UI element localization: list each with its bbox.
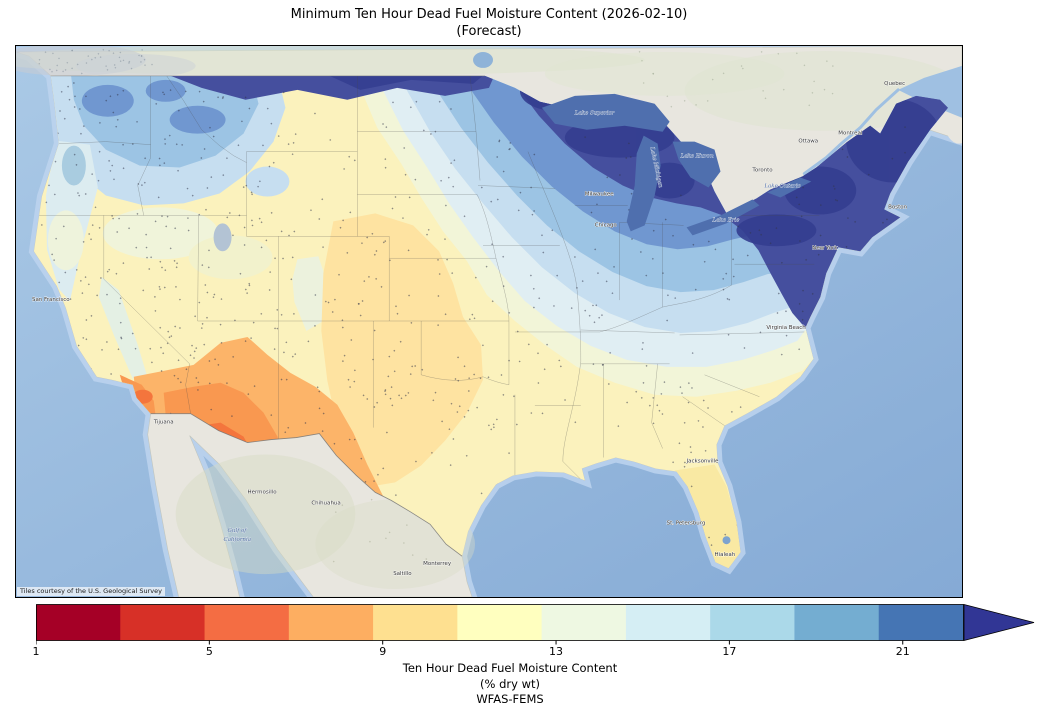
colorbar-segment bbox=[373, 604, 458, 641]
colorbar-segment bbox=[288, 604, 374, 641]
caption-line3: WFAS-FEMS bbox=[476, 692, 544, 706]
city-label: Quebec bbox=[884, 81, 905, 87]
city-label: Ottawa bbox=[798, 139, 818, 145]
great-lakes bbox=[213, 93, 812, 545]
contour-s-idaho-cream bbox=[188, 235, 273, 280]
colorbar-segment bbox=[120, 604, 206, 641]
map-attribution: Tiles courtesy of the U.S. Geological Su… bbox=[17, 587, 165, 596]
title-line1: Minimum Ten Hour Dead Fuel Moisture Cont… bbox=[290, 7, 688, 22]
city-label: St. Petersburg bbox=[667, 520, 706, 526]
colorbar-tick-label: 13 bbox=[549, 645, 564, 658]
colorbar-tick-label: 5 bbox=[205, 645, 213, 658]
great-salt-lake bbox=[213, 223, 232, 252]
st-lawrence-river bbox=[802, 88, 900, 176]
figure-title: Minimum Ten Hour Dead Fuel Moisture Cont… bbox=[15, 6, 963, 40]
title-line2: (Forecast) bbox=[456, 24, 522, 39]
contour-colorado-rockies bbox=[292, 256, 329, 331]
city-label: New York bbox=[812, 245, 838, 251]
colorbar-tick-label: 1 bbox=[32, 645, 40, 658]
colorbar-tick-label: 17 bbox=[722, 645, 737, 658]
city-label: Monterrey bbox=[423, 561, 452, 567]
contour-e-oregon-cream bbox=[102, 207, 219, 260]
lake-erie bbox=[686, 199, 760, 236]
state-borders bbox=[35, 75, 820, 482]
colorbar-segment bbox=[625, 604, 711, 641]
city-label: Boston bbox=[888, 204, 907, 210]
colorbar-segment bbox=[457, 604, 543, 641]
water-label: Lake Huron bbox=[680, 154, 714, 160]
colorbar bbox=[36, 604, 1035, 645]
city-label: Toronto bbox=[751, 168, 773, 174]
colorbar-tick-label: 9 bbox=[379, 645, 387, 658]
lake-ontario bbox=[767, 177, 812, 198]
lake-huron bbox=[672, 141, 721, 188]
city-label: Jacksonville bbox=[686, 458, 720, 464]
colorbar-caption: Ten Hour Dead Fuel Moisture Content (% d… bbox=[36, 661, 984, 708]
colorbar-segment bbox=[710, 604, 796, 641]
city-label: Saltillo bbox=[393, 571, 412, 577]
contour-north-border-navy bbox=[165, 75, 495, 100]
lake-superior bbox=[541, 93, 670, 132]
city-labels: San Francisco Milwaukee Chicago Toronto Otta… bbox=[32, 81, 908, 578]
city-label: Hermosillo bbox=[248, 489, 278, 495]
lake-of-the-woods bbox=[473, 51, 493, 68]
colorbar-segment bbox=[204, 604, 290, 641]
water-label: Gulf of bbox=[228, 528, 248, 534]
colorbar-segment bbox=[878, 604, 964, 641]
contour-coast-blue-spot bbox=[61, 145, 86, 186]
water-label: Lake Erie bbox=[712, 217, 740, 223]
city-label: Chicago bbox=[595, 222, 618, 228]
colorbar-tick-labels: 1 5 9 13 17 21 bbox=[32, 645, 963, 659]
contour-west-blue-spots bbox=[81, 79, 226, 134]
colorbar-segment bbox=[36, 604, 121, 641]
lake-okeechobee bbox=[722, 536, 731, 545]
water-label: Lake Ontario bbox=[763, 183, 801, 189]
lake-michigan bbox=[626, 135, 661, 232]
city-label: Virginia Beach bbox=[766, 325, 805, 331]
neighbor-terrain bbox=[16, 46, 962, 590]
city-label: Tijuana bbox=[153, 420, 174, 426]
city-label: Hialeah bbox=[715, 552, 736, 558]
water-label: Lake Superior bbox=[574, 111, 615, 117]
contour-nw-ca-cream bbox=[47, 210, 84, 271]
canada-water bbox=[473, 51, 962, 176]
water-label: California bbox=[224, 537, 251, 543]
mexico-border-line bbox=[150, 413, 463, 557]
city-label: San Francisco bbox=[32, 297, 70, 303]
city-label: Montreal bbox=[838, 131, 862, 137]
contour-yellowstone-blue bbox=[245, 166, 290, 197]
caption-line2: (% dry wt) bbox=[480, 676, 540, 691]
colorbar-segments bbox=[36, 604, 964, 641]
caption-line1: Ten Hour Dead Fuel Moisture Content bbox=[402, 661, 618, 675]
colorbar-tick-label: 21 bbox=[895, 645, 910, 658]
contour-plains-pale-orange bbox=[321, 213, 484, 487]
colorbar-extend-arrow bbox=[963, 604, 1035, 642]
contour-sierra-strip bbox=[98, 277, 147, 379]
contour-north-border-darkest bbox=[325, 75, 486, 90]
city-label: Chihuahua bbox=[311, 500, 340, 506]
colorbar-tickmarks bbox=[36, 640, 904, 645]
colorbar-segment bbox=[794, 604, 880, 641]
st-lawrence-estuary bbox=[898, 65, 962, 118]
colorbar-segment bbox=[541, 604, 627, 641]
colorbar-frame bbox=[36, 604, 964, 641]
map-canvas: Lake Superior Lake Michigan Lake Huron Lake… bbox=[15, 45, 963, 598]
city-label: Milwaukee bbox=[585, 191, 614, 197]
